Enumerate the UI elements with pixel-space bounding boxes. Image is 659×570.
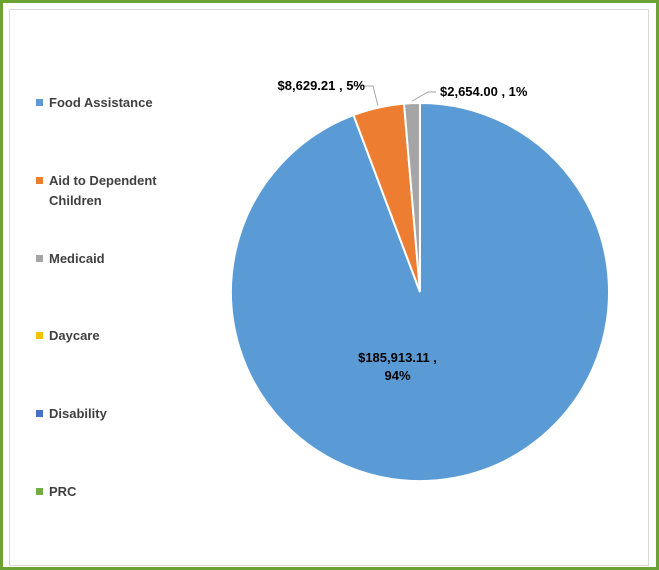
data-label: $185,913.11 , 94% (358, 350, 437, 383)
legend-swatch (36, 99, 43, 106)
data-label: $2,654.00 , 1% (440, 84, 528, 99)
data-label: $8,629.21 , 5% (277, 78, 365, 93)
legend-swatch (36, 255, 43, 262)
leader-line (411, 91, 436, 102)
chart-area (9, 9, 649, 566)
legend-swatch (36, 488, 43, 495)
legend-label: PRC (49, 484, 77, 499)
legend-label: Food Assistance (49, 95, 153, 110)
legend-label: Medicaid (49, 251, 105, 266)
legend-label: Disability (49, 406, 107, 421)
leader-line (352, 85, 379, 106)
legend-label: Aid to Dependent Children (49, 173, 157, 208)
legend-swatch (36, 410, 43, 417)
legend-swatch (36, 177, 43, 184)
legend-label: Daycare (49, 328, 100, 343)
legend-swatch (36, 332, 43, 339)
